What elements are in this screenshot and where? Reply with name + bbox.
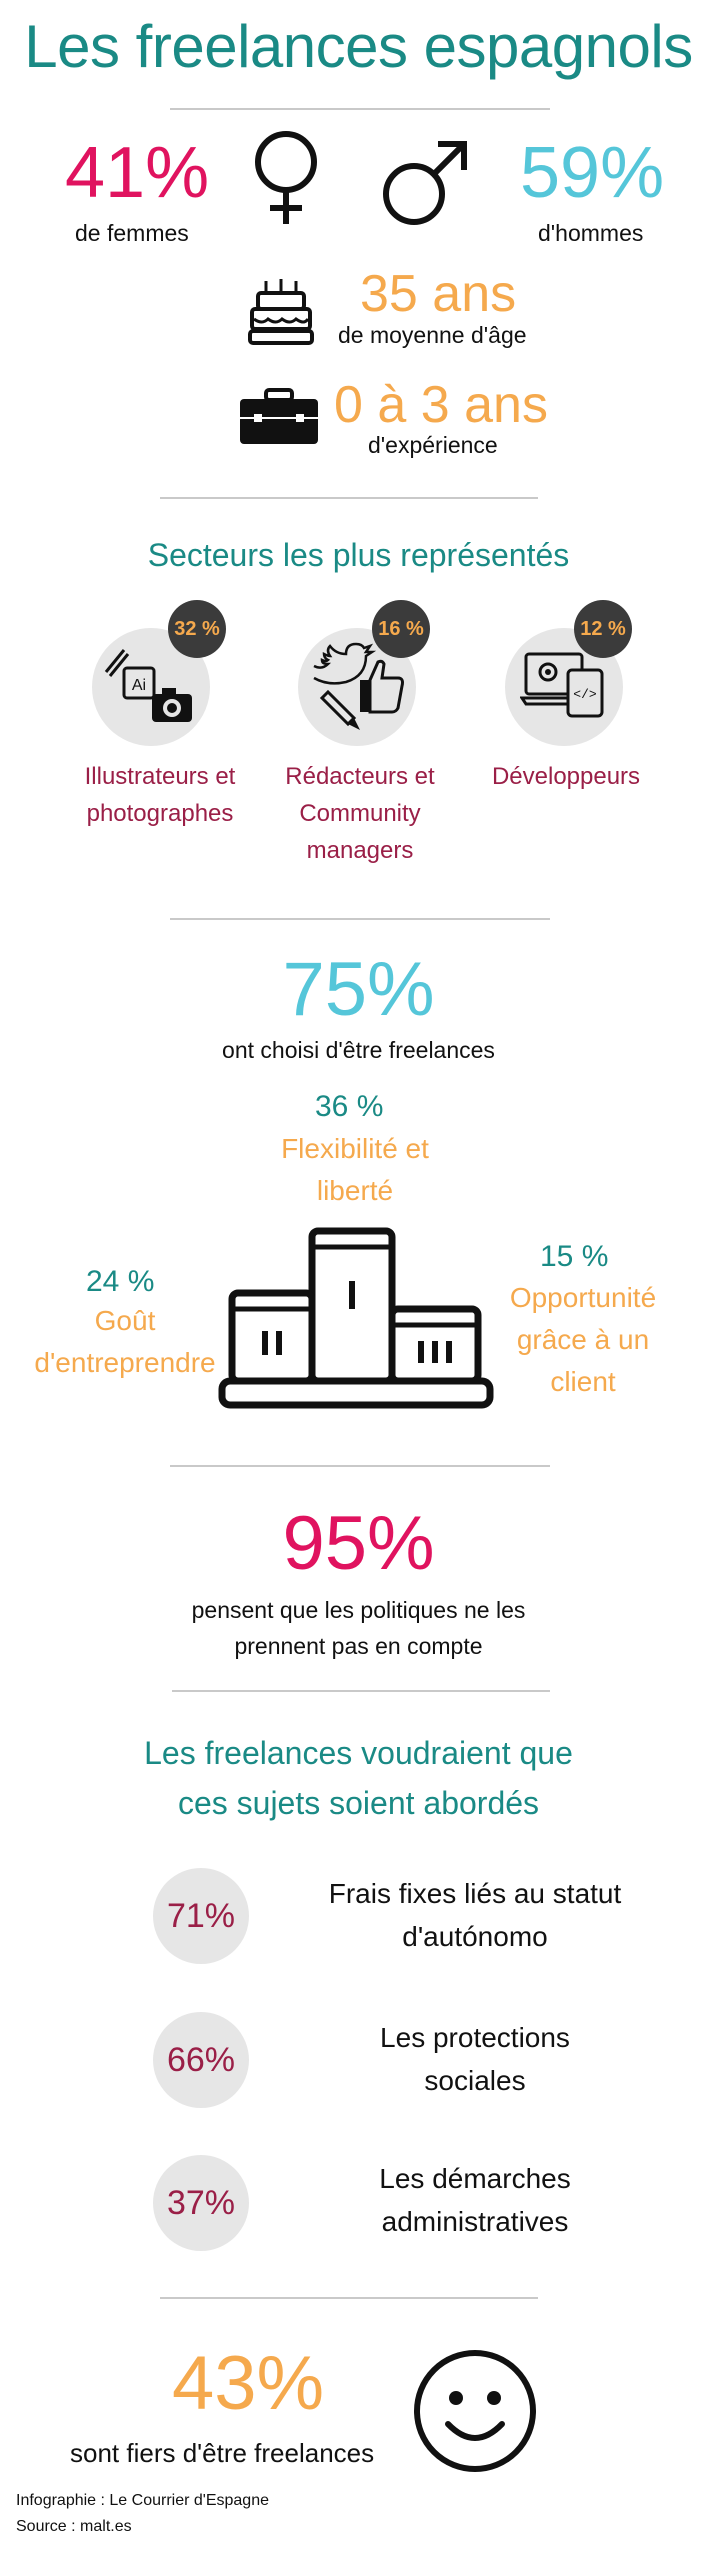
divider (170, 108, 550, 110)
briefcase-icon (238, 388, 320, 446)
credits-infographic: Infographie : Le Courrier d'Espagne (16, 2492, 269, 2509)
divider (170, 918, 550, 920)
divider (172, 1690, 550, 1692)
men-label: d'hommes (538, 220, 644, 246)
chose-freelance-label: ont choisi d'être freelances (222, 1037, 495, 1063)
divider (160, 2297, 538, 2299)
experience-value: 0 à 3 ans (334, 376, 548, 434)
page-title: Les freelances espagnols (24, 13, 693, 80)
politics-percentage: 95% (282, 1501, 435, 1586)
sector-label-art: Illustrateurs et photographes (84, 763, 236, 827)
men-percentage: 59% (520, 133, 665, 213)
sector-badge-dev: 12 % (574, 600, 632, 658)
women-label: de femmes (75, 220, 189, 246)
female-symbol-icon (248, 128, 324, 228)
svg-text:Ai: Ai (132, 677, 146, 694)
sectors-heading: Secteurs les plus représentés (147, 537, 570, 573)
reason-opportunity-label: Opportunité grâce à un client (509, 1282, 657, 1397)
chose-freelance-percentage: 75% (282, 947, 435, 1032)
sector-label-dev: Développeurs (491, 763, 641, 790)
average-age-label: de moyenne d'âge (338, 322, 527, 348)
proud-label: sont fiers d'être freelances (70, 2438, 375, 2468)
sector-badge-writing: 16 % (372, 600, 430, 658)
social-writing-icon (308, 640, 408, 736)
issue-label-social-protection: Les protections sociales (380, 2022, 570, 2096)
dev-devices-icon: </> (520, 650, 610, 720)
smiley-face-icon (412, 2348, 538, 2474)
birthday-cake-icon (248, 275, 314, 347)
art-photo-icon: Ai (102, 642, 202, 732)
reason-flexibility-pct: 36 % (315, 1090, 384, 1123)
issue-label-admin: Les démarches administratives (379, 2163, 571, 2237)
issue-pct-admin: 37% (153, 2155, 249, 2251)
male-symbol-icon (380, 136, 472, 228)
sector-label-writing: Rédacteurs et Community managers (285, 763, 435, 864)
podium-icon (218, 1223, 494, 1411)
issue-pct-social-protection: 66% (153, 2012, 249, 2108)
politics-label: pensent que les politiques ne les prenne… (191, 1597, 526, 1659)
reason-entrepreneurship-label: Goût d'entreprendre (34, 1305, 216, 1378)
issue-pct-fixed-costs: 71% (153, 1868, 249, 1964)
experience-label: d'expérience (368, 432, 498, 458)
reason-flexibility-label: Flexibilité et liberté (281, 1133, 429, 1206)
issue-label-fixed-costs: Frais fixes liés au statut d'autónomo (328, 1878, 622, 1952)
divider (160, 497, 538, 499)
average-age-value: 35 ans (360, 265, 517, 323)
women-percentage: 41% (65, 133, 210, 213)
credits-source: Source : malt.es (16, 2518, 132, 2535)
reason-opportunity-pct: 15 % (540, 1240, 609, 1273)
proud-percentage: 43% (172, 2341, 325, 2426)
sector-badge-art: 32 % (168, 600, 226, 658)
divider (170, 1465, 550, 1467)
issues-heading: Les freelances voudraient que ces sujets… (144, 1735, 573, 1821)
reason-entrepreneurship-pct: 24 % (86, 1265, 155, 1298)
svg-text:</>: </> (573, 687, 597, 702)
